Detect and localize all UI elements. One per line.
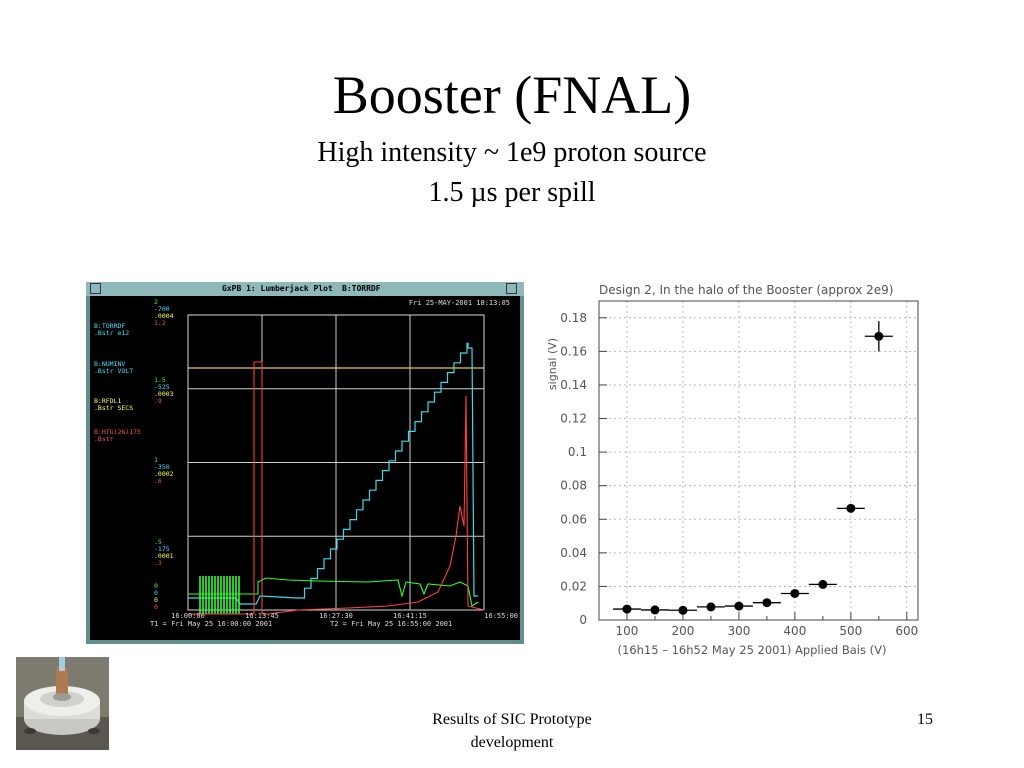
data-point xyxy=(762,598,772,608)
time-tick-label: 16:00:00 xyxy=(171,612,205,620)
footer-line-2: development xyxy=(470,734,554,751)
y-tick-label: 0.16 xyxy=(560,344,587,358)
time-tick-label: 16:55:00 xyxy=(484,612,518,620)
footer-text: Results of SIC Prototype development xyxy=(392,708,632,754)
data-point xyxy=(650,605,660,615)
channel-scale-value: -350 xyxy=(154,463,170,471)
lumberjack-screen: Fri 25-MAY-2001 18:13:05 B:TORRDF .Bstr e… xyxy=(90,296,520,640)
time-axis: 16:00:00 16:13:45 16:27:30 16:41:15 16:55:00 xyxy=(171,612,518,620)
x-tick-label: 500 xyxy=(839,624,862,638)
green-burst-trace xyxy=(199,576,240,614)
channel-scale-value: -175 xyxy=(154,545,170,553)
y-tick-label: 0.18 xyxy=(560,311,587,325)
lumberjack-plot-window: GxPB 1: Lumberjack Plot B:TORRDF Fri 25-… xyxy=(86,282,524,644)
cyan-staircase-trace xyxy=(188,342,478,605)
data-point xyxy=(874,331,884,341)
x-tick-label: 400 xyxy=(783,624,806,638)
y-tick-label: 0 xyxy=(579,613,587,627)
slide-subtitle-intensity: High intensity ~ 1e9 proton source xyxy=(317,137,707,168)
channel-scale-value: .0002 xyxy=(154,470,174,478)
x-tick-label: 300 xyxy=(727,624,750,638)
time-tick-label: 16:13:45 xyxy=(245,612,279,620)
time-tick-label: 16:41:15 xyxy=(393,612,427,620)
channel-scale-value: .3 xyxy=(154,559,162,567)
chart-title: Design 2, In the halo of the Booster (ap… xyxy=(599,283,893,297)
chart-frame xyxy=(598,300,919,621)
channel-units: .Bstr SECS xyxy=(94,404,133,412)
time-tick-label: 16:27:30 xyxy=(319,612,353,620)
lumberjack-timestamp: Fri 25-MAY-2001 18:13:05 xyxy=(409,299,510,307)
chart-x-axis-label: (16h15 – 16h52 May 25 2001) Applied Bais… xyxy=(618,643,887,657)
data-point xyxy=(706,602,716,612)
slide-subtitle-spill: 1.5 µs per spill xyxy=(428,177,596,208)
y-tick-label: 0.06 xyxy=(560,512,587,526)
chart-data-points xyxy=(612,321,893,615)
channel-scale-value: .6 xyxy=(154,477,162,485)
footer-line-1: Results of SIC Prototype xyxy=(432,711,592,728)
channel-name: B:NUMINV xyxy=(94,360,125,368)
y-tick-label: 0.12 xyxy=(560,412,587,426)
channel-scale-value: -525 xyxy=(154,383,170,391)
data-point xyxy=(790,588,800,598)
channel-units: .Bstr xyxy=(94,435,114,443)
channel-scale-value: 1.5 xyxy=(154,376,166,384)
x-tick-label: 600 xyxy=(895,624,918,638)
t2-label: T2 = Fri May 25 16:55:00 2001 xyxy=(330,620,452,628)
chart-y-ticks: 0 0.02 0.04 0.06 0.08 0.1 0.12 0.14 0.16 0.18 xyxy=(560,311,607,627)
channel-name: B:TORRDF xyxy=(94,322,125,330)
chart-y-axis-label: signal (V) xyxy=(546,338,559,390)
chart-grid xyxy=(599,301,918,621)
lumberjack-plot: Fri 25-MAY-2001 18:13:05 B:TORRDF.Bstr e… xyxy=(94,298,518,628)
x-tick-label: 200 xyxy=(671,624,694,638)
data-point xyxy=(818,579,828,589)
red-trace xyxy=(188,361,485,615)
channel-scale-value: .5 xyxy=(154,538,162,546)
channel-scale-value: 2 xyxy=(154,298,158,306)
y-tick-label: 0.14 xyxy=(560,378,587,392)
channel-scale-value: 1 xyxy=(154,456,158,464)
green-trace xyxy=(188,577,479,607)
window-maximize-icon[interactable] xyxy=(506,283,517,294)
x-tick-label: 100 xyxy=(616,624,639,638)
plot-gridlines xyxy=(188,315,484,610)
channel-zero-label: 0 xyxy=(154,582,158,590)
data-point xyxy=(846,503,856,513)
channel-name: B:HTG(26)175 xyxy=(94,428,141,436)
channel-scale-value: -700 xyxy=(154,305,170,313)
y-tick-label: 0.08 xyxy=(560,479,587,493)
channel-scale-value: 1.2 xyxy=(154,319,166,327)
lumberjack-device-name: B:TORRDF xyxy=(342,284,381,293)
chart-x-ticks: 100 200 300 400 500 600 xyxy=(616,612,918,638)
window-menu-icon[interactable] xyxy=(90,283,101,294)
channel-scale-value: .9 xyxy=(154,397,162,405)
channel-legend: B:TORRDF.Bstr e122-700.00041.2B:NUMINV.B… xyxy=(94,298,174,611)
channel-units: .Bstr e12 xyxy=(94,329,129,337)
channel-scale-value: .0001 xyxy=(154,552,174,560)
y-tick-label: 0.04 xyxy=(560,546,587,560)
channel-zero-label: 0 xyxy=(154,589,158,597)
y-tick-label: 0.1 xyxy=(568,445,587,459)
channel-scale-value: .0004 xyxy=(154,312,174,320)
lumberjack-window-title: GxPB 1: Lumberjack Plot xyxy=(222,284,333,293)
data-point xyxy=(734,601,744,611)
lumberjack-title-bar: GxPB 1: Lumberjack Plot B:TORRDF xyxy=(86,282,524,296)
channel-units: .Bstr VOLT xyxy=(94,367,133,375)
y-tick-label: 0.02 xyxy=(560,579,587,593)
channel-scale-value: .0003 xyxy=(154,390,174,398)
data-point xyxy=(622,604,632,614)
channel-name: B:RFDL1 xyxy=(94,397,121,405)
plot-traces xyxy=(188,342,485,615)
data-point xyxy=(678,605,688,615)
slide-number: 15 xyxy=(917,711,933,728)
detector-photo xyxy=(16,657,109,750)
slide-title: Booster (FNAL) xyxy=(332,65,692,125)
channel-zero-label: 0 xyxy=(154,596,158,604)
channel-zero-label: 0 xyxy=(154,603,158,611)
t1-label: T1 = Fri May 25 16:00:00 2001 xyxy=(150,620,272,628)
signal-vs-bias-chart: Design 2, In the halo of the Booster (ap… xyxy=(546,283,919,657)
